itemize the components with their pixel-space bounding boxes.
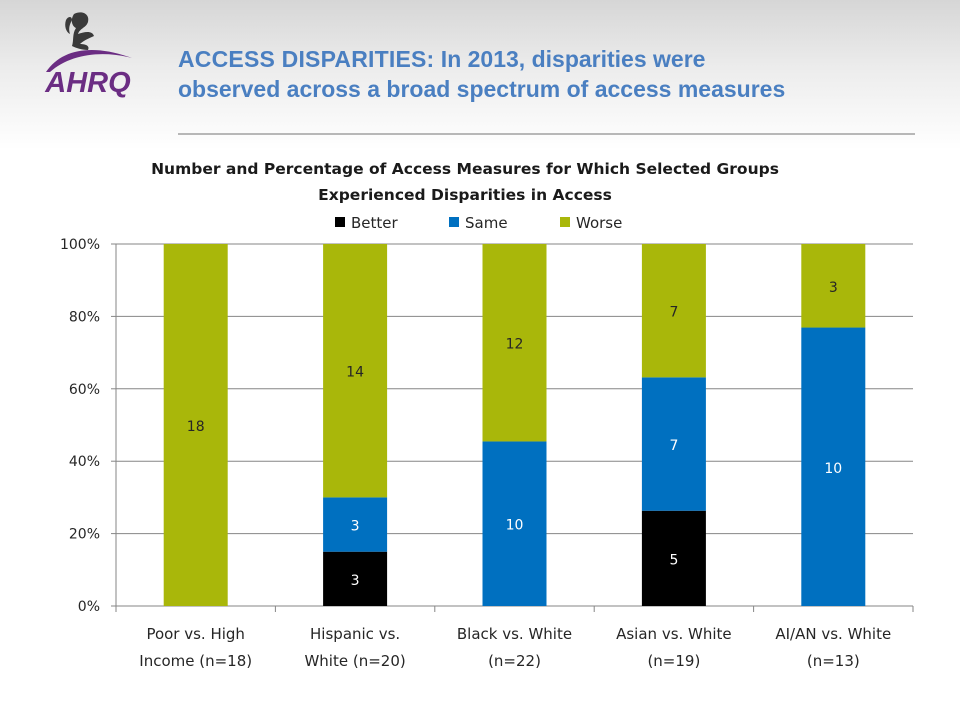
x-category-label-line1: AI/AN vs. White (775, 625, 891, 643)
legend-label-same: Same (465, 214, 508, 232)
legend-swatch-better (335, 217, 345, 227)
title-lead: ACCESS DISPARITIES: (178, 46, 435, 72)
hhs-eagle-icon (65, 12, 94, 51)
x-category-label-line2: (n=22) (488, 652, 541, 670)
header-background (0, 0, 960, 150)
x-category-label-line2: (n=19) (647, 652, 700, 670)
y-tick-label: 40% (69, 454, 100, 470)
data-label: 10 (824, 461, 842, 477)
y-tick-label: 60% (69, 382, 100, 398)
y-tick-label: 100% (60, 237, 100, 253)
x-category-label-line1: Poor vs. High (146, 625, 245, 643)
x-category-label-line1: Asian vs. White (616, 625, 732, 643)
data-label: 18 (187, 419, 205, 435)
bar-segment-better (323, 551, 388, 606)
data-label: 3 (351, 573, 360, 589)
y-tick-label: 80% (69, 309, 100, 325)
legend-swatch-worse (560, 217, 570, 227)
bar-segment-better (641, 510, 706, 606)
data-label: 5 (669, 552, 678, 568)
bar-segment-worse (641, 244, 706, 378)
bar-segment-worse (163, 244, 228, 606)
ahrq-logo: AHRQ (44, 12, 132, 98)
x-category-label-line1: Hispanic vs. (310, 625, 400, 643)
bar-segment-same (641, 377, 706, 511)
slide-title: ACCESS DISPARITIES: In 2013, disparities… (178, 44, 918, 104)
bar-segment-same (801, 327, 866, 606)
chart-title-line2: Experienced Disparities in Access (318, 186, 612, 204)
x-category-label-line2: Income (n=18) (139, 652, 252, 670)
data-label: 12 (506, 337, 524, 353)
x-category-label-line2: (n=13) (807, 652, 860, 670)
data-label: 3 (829, 280, 838, 296)
ahrq-logo-text: AHRQ (44, 67, 131, 98)
legend-label-worse: Worse (576, 214, 622, 232)
title-line2: observed across a broad spectrum of acce… (178, 76, 786, 102)
y-tick-label: 20% (69, 527, 100, 543)
legend-label-better: Better (351, 214, 399, 232)
bar-segment-same (323, 497, 388, 552)
bar-segment-same (482, 441, 547, 606)
data-label: 3 (351, 519, 360, 535)
data-label: 7 (669, 305, 678, 321)
y-tick-label: 0% (78, 599, 100, 615)
x-category-label-line2: White (n=20) (304, 652, 405, 670)
chart-title-line1: Number and Percentage of Access Measures… (151, 160, 779, 178)
data-label: 10 (506, 518, 524, 534)
bar-segment-worse (801, 244, 866, 328)
chart-title: Number and Percentage of Access Measures… (110, 156, 820, 208)
legend-swatch-same (449, 217, 459, 227)
bar-segment-worse (323, 244, 388, 498)
data-label: 14 (346, 365, 364, 381)
title-rest-line1: In 2013, disparities were (434, 46, 706, 72)
title-divider (178, 133, 915, 135)
logo-swoosh (46, 49, 132, 72)
data-label: 7 (669, 438, 678, 454)
x-category-label-line1: Black vs. White (457, 625, 572, 643)
bar-segment-worse (482, 244, 547, 442)
